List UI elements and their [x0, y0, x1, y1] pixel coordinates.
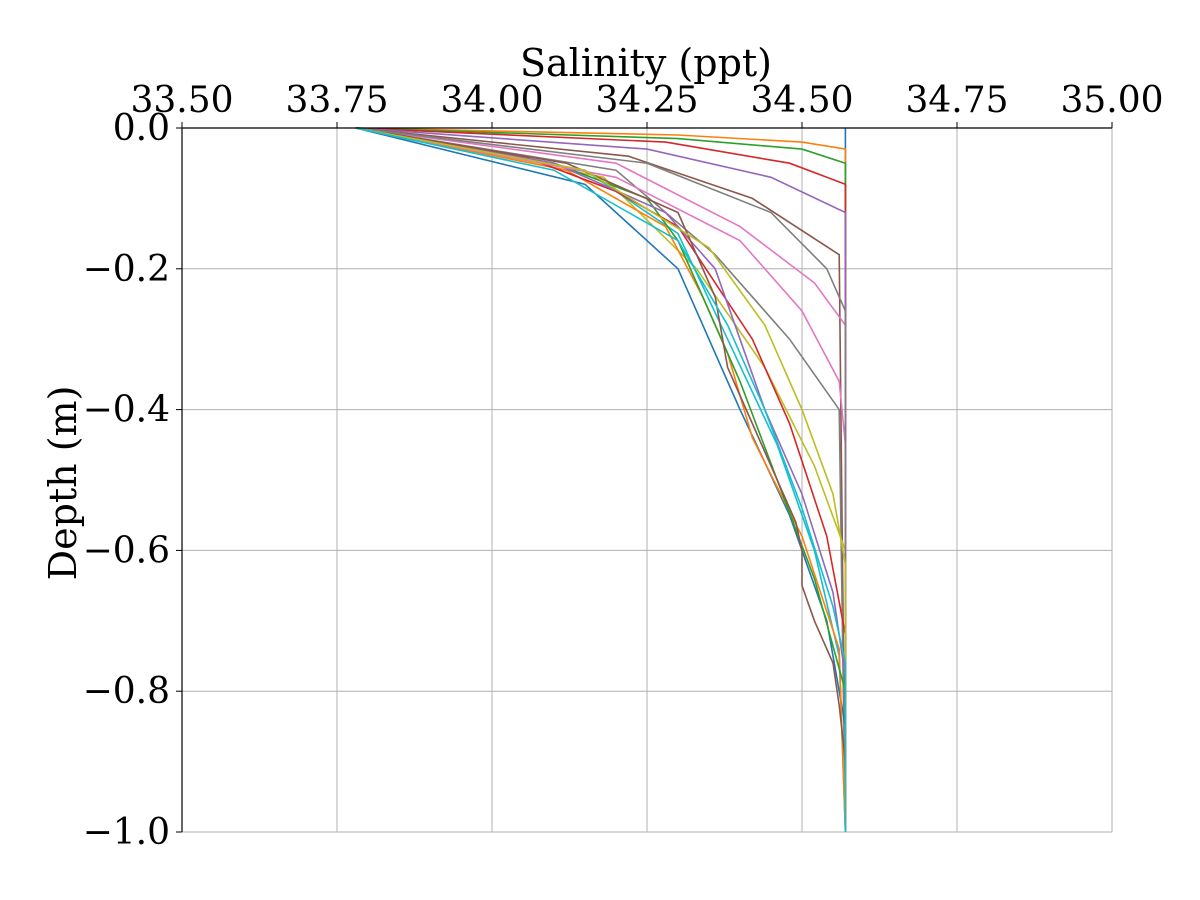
x-tick-label-2: 34.00 [440, 80, 543, 121]
series-line-17 [355, 127, 847, 832]
series-line-13 [355, 127, 847, 832]
series-line-15 [355, 127, 847, 832]
x-tick-label-5: 34.75 [905, 80, 1008, 121]
series-line-6 [355, 127, 847, 833]
series-lines [355, 127, 847, 833]
series-line-20 [355, 127, 847, 832]
series-line-2 [355, 127, 847, 832]
y-tick-label-3: −0.6 [83, 530, 170, 571]
series-line-7 [355, 127, 847, 832]
series-line-11 [355, 127, 847, 832]
series-line-10 [355, 127, 847, 833]
series-line-5 [355, 127, 847, 832]
x-tick-label-1: 33.75 [285, 80, 388, 121]
series-line-16 [355, 127, 847, 832]
grid [181, 127, 1113, 833]
series-line-12 [355, 127, 847, 833]
y-axis-label: Depth (m) [41, 386, 85, 581]
series-line-4 [355, 127, 847, 832]
y-tick-label-2: −0.4 [83, 390, 170, 431]
series-line-3 [355, 127, 847, 832]
x-axis-label: Salinity (ppt) [520, 41, 772, 85]
y-tick-label-0: 0.0 [113, 108, 170, 149]
x-tick-label-4: 34.50 [750, 80, 853, 121]
series-line-14 [355, 127, 847, 832]
x-tick-label-6: 35.00 [1060, 80, 1163, 121]
y-tick-label-4: −0.8 [83, 671, 170, 712]
x-tick-label-0: 33.50 [130, 80, 233, 121]
x-tick-label-3: 34.25 [595, 80, 698, 121]
y-tick-label-5: −1.0 [83, 812, 170, 853]
series-line-19 [355, 127, 847, 832]
series-line-18 [355, 127, 847, 832]
series-line-9 [355, 127, 847, 832]
series-line-8 [355, 127, 847, 833]
tick-labels: 33.50 33.75 34.00 34.25 34.50 34.75 35.00 0.0 −0… [83, 80, 1164, 853]
y-tick-label-1: −0.2 [83, 249, 170, 290]
